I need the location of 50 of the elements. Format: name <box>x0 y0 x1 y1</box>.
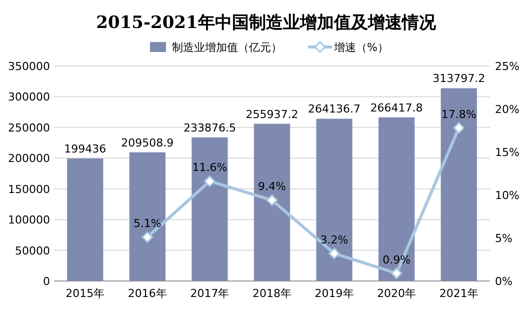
bar <box>378 117 415 281</box>
bar <box>129 152 166 281</box>
x-tick-label: 2019年 <box>314 287 354 300</box>
x-tick-label: 2018年 <box>252 287 292 300</box>
y2-tick-label: 20% <box>495 103 520 116</box>
x-tick-label: 2015年 <box>66 287 105 300</box>
y2-tick-label: 25% <box>495 60 520 73</box>
bar <box>316 118 352 281</box>
y-tick-label: 200000 <box>8 152 50 166</box>
y2-tick-label: 15% <box>495 146 520 159</box>
data-label: 233876.5 <box>183 121 236 134</box>
x-tick-label: 2016年 <box>128 287 167 300</box>
bar <box>254 124 290 281</box>
y2-tick-label: 0% <box>495 275 512 288</box>
data-label: 313797.2 <box>432 72 486 86</box>
data-label: 3.2% <box>320 233 348 246</box>
point <box>390 268 402 280</box>
point <box>453 122 465 134</box>
y-tick-label: 150000 <box>8 182 50 196</box>
data-label: 266417.8 <box>370 101 423 114</box>
data-label: 264136.7 <box>308 102 361 116</box>
y2-tick-label: 5% <box>495 232 512 245</box>
x-tick-label: 2021年 <box>439 287 478 300</box>
data-label: 9.4% <box>258 180 286 194</box>
bar <box>440 88 477 281</box>
x-tick-label: 2017年 <box>190 287 230 300</box>
y-tick-label: 50000 <box>15 244 50 258</box>
legend-label: 增速（%） <box>333 41 388 54</box>
y2-tick-label: 10% <box>495 189 520 202</box>
point <box>204 175 216 187</box>
bar <box>67 158 104 281</box>
legend-label: 制造业增加值（亿元） <box>172 41 282 54</box>
y-tick-label: 300000 <box>8 90 50 104</box>
point <box>328 248 340 260</box>
data-label: 17.8% <box>441 108 476 121</box>
point <box>142 231 154 243</box>
chart-title: 2015-2021年中国制造业增加值及增速情况 <box>96 13 437 33</box>
data-label: 0.9% <box>382 253 411 266</box>
y-tick-label: 350000 <box>8 60 50 73</box>
y-tick-label: 100000 <box>8 214 50 227</box>
y-tick-label: 250000 <box>8 121 50 134</box>
bar <box>192 137 228 281</box>
data-label: 199436 <box>64 142 106 156</box>
data-label: 255937.2 <box>246 108 298 121</box>
data-label: 11.6% <box>192 161 228 174</box>
y-tick-label: 0 <box>43 275 50 288</box>
x-tick-label: 2020年 <box>377 287 416 300</box>
data-label: 209508.9 <box>121 136 174 150</box>
data-label: 5.1% <box>133 217 162 230</box>
point <box>266 194 278 206</box>
